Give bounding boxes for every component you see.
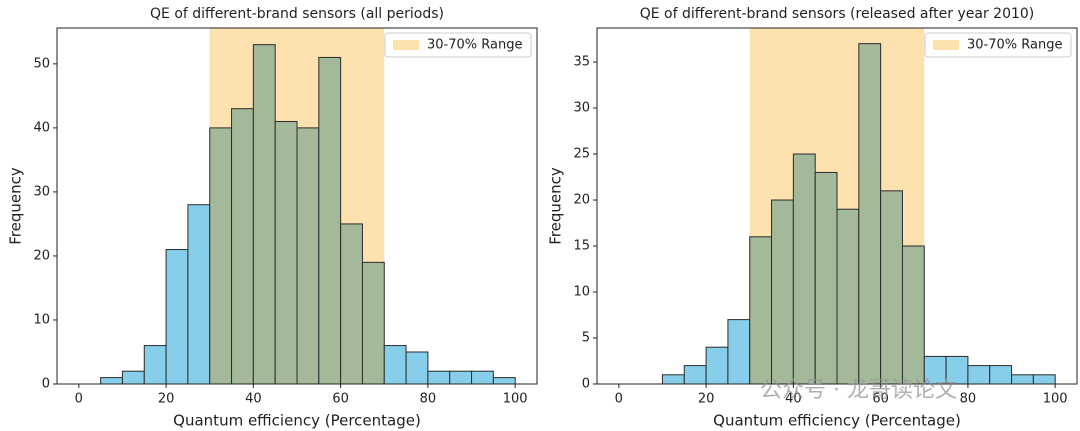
bar (1032, 374, 1056, 385)
bar (967, 365, 991, 385)
y-tick-label: 30 (33, 184, 50, 199)
watermark: 公众号 · 龙哥读论文 (760, 378, 957, 403)
bar (121, 370, 145, 385)
bar (749, 236, 773, 385)
chart-title: QE of different-brand sensors (all perio… (150, 6, 444, 22)
bar (792, 153, 816, 385)
x-tick-label: 20 (158, 392, 175, 407)
bar (340, 223, 363, 385)
bar (471, 370, 494, 385)
chart: QE of different-brand sensors (all perio… (7, 6, 538, 430)
x-tick-label: 100 (1043, 392, 1068, 407)
bar (1011, 374, 1034, 385)
x-tick-label: 0 (615, 392, 623, 407)
x-tick-label: 40 (785, 392, 802, 407)
x-tick-label: 40 (245, 392, 262, 407)
bar (383, 345, 407, 385)
legend-swatch (933, 40, 959, 50)
bar (705, 346, 729, 385)
y-tick-label: 35 (573, 55, 590, 70)
y-axis-label: Frequency (7, 167, 25, 245)
bar (318, 56, 342, 385)
y-tick-label: 40 (33, 120, 50, 135)
y-tick-label: 50 (33, 56, 50, 71)
x-tick-label: 20 (698, 392, 715, 407)
y-tick-label: 20 (573, 193, 590, 208)
x-tick-label: 60 (872, 392, 889, 407)
bar (814, 171, 838, 385)
x-tick-label: 80 (420, 392, 437, 407)
y-tick-label: 0 (582, 377, 590, 392)
bar (449, 370, 473, 385)
y-tick-label: 10 (573, 285, 590, 300)
bar (771, 199, 794, 385)
bar (880, 190, 903, 385)
bar (165, 249, 189, 385)
chart: QE of different-brand sensors (released … (547, 6, 1078, 430)
legend-box (924, 32, 1072, 58)
bar (989, 365, 1013, 385)
x-tick-label: 80 (960, 392, 977, 407)
bar (361, 261, 385, 385)
y-tick-label: 15 (573, 239, 590, 254)
bar (231, 108, 254, 385)
y-tick-label: 25 (573, 147, 590, 162)
bar (727, 319, 751, 385)
bar (492, 377, 516, 385)
bar (427, 370, 451, 385)
legend-swatch (393, 40, 419, 50)
x-tick-label: 100 (503, 392, 528, 407)
bar (405, 351, 429, 385)
chart-title: QE of different-brand sensors (released … (640, 6, 1035, 22)
x-tick-label: 0 (75, 392, 83, 407)
bar (683, 365, 707, 385)
plot-frame (56, 27, 538, 385)
y-tick-label: 20 (33, 248, 50, 263)
bar (296, 127, 320, 385)
legend-box (384, 32, 532, 58)
x-tick-label: 60 (332, 392, 349, 407)
bar (143, 345, 167, 385)
plot-frame (596, 27, 1078, 385)
bar (274, 120, 298, 385)
y-axis-label: Frequency (547, 167, 565, 245)
y-tick-label: 0 (42, 377, 50, 392)
bar (858, 43, 882, 385)
legend-label: 30-70% Range (427, 38, 522, 53)
bar (901, 245, 925, 385)
y-tick-label: 5 (582, 331, 590, 346)
bar (252, 44, 276, 385)
x-axis-label: Quantum efficiency (Percentage) (713, 412, 961, 430)
y-tick-label: 30 (573, 101, 590, 116)
legend-label: 30-70% Range (967, 38, 1062, 53)
bar (187, 204, 211, 385)
bar (209, 127, 233, 385)
bar (836, 208, 860, 385)
bar (661, 374, 685, 385)
x-axis-label: Quantum efficiency (Percentage) (173, 412, 421, 430)
y-tick-label: 10 (33, 312, 50, 327)
bar (100, 377, 123, 385)
